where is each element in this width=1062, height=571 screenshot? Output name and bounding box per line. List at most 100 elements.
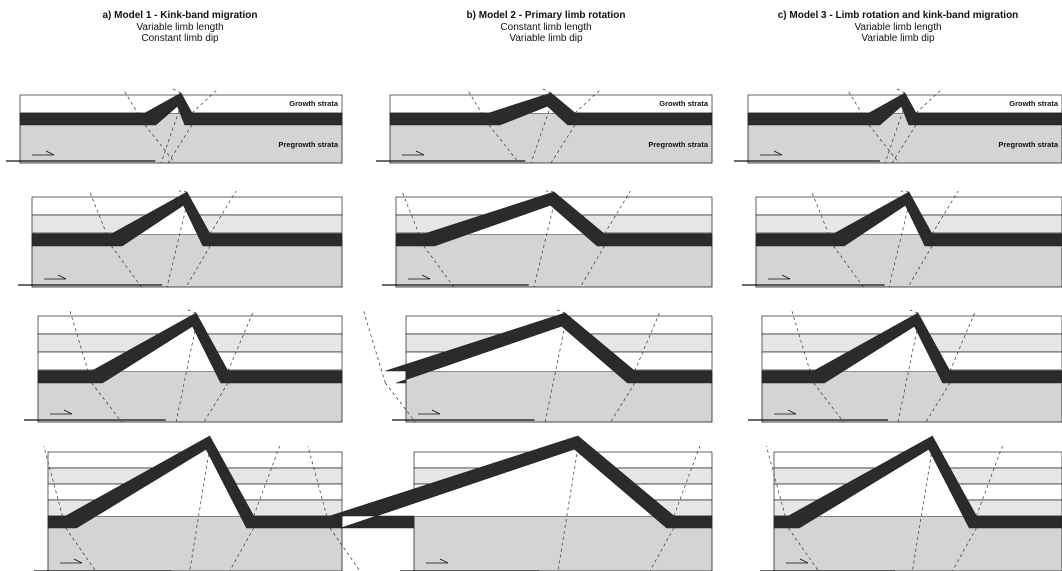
axial-surface-line [545,190,555,193]
axial-surface-line [884,104,906,164]
axial-surface-line [900,190,910,193]
model-2-heading: b) Model 2 - Primary limb rotation Const… [376,10,716,45]
fault-slip-arrow-icon [786,558,809,564]
axial-surface-line [43,445,67,529]
fault-slip-arrow-icon [44,274,67,280]
axial-surface-line [189,447,211,571]
model-3-heading: c) Model 3 - Limb rotation and kink-band… [728,10,1062,45]
competent-bed [31,191,343,247]
axial-surface-line [466,88,490,126]
competent-bed [747,92,1062,126]
axial-surface-line [69,309,93,384]
axial-surface-line [167,124,193,164]
axial-surface-line [557,447,579,571]
fault-slip-arrow-icon [32,150,55,156]
axial-surface-line [203,382,229,423]
growth-strata-label: Growth strata [1009,99,1059,108]
slip-arrow-shaft [60,558,83,564]
axial-surface-line [533,203,555,288]
axial-surface-line [604,190,631,235]
fault-slip-arrow-icon [50,409,73,415]
axial-surface-line [542,88,552,94]
fault-slip-arrow-icon [760,150,783,156]
model-3-stage-4-panel [760,435,1062,571]
axial-surface-line [65,527,96,571]
fault-slip-arrow-icon [60,558,83,564]
axial-surface-line [111,245,142,288]
axial-surface-line [362,309,386,384]
axial-surface-line [172,88,182,94]
axial-surface-line [91,382,122,423]
model-1-stage-4-panel [34,435,343,571]
model-2-stage-3-panel [362,309,713,423]
axial-surface-line [253,445,281,517]
axial-surface-line [569,435,579,447]
axial-surface-line [160,104,182,164]
axial-surface-line [227,309,255,372]
axial-surface-line [187,309,197,314]
axial-surface-line [813,382,844,423]
model-3-stage-2-panel [742,190,1062,288]
model-1-stage-1-panel [6,88,343,164]
axial-surface-line [166,203,188,288]
model-1-stage-2-panel [18,190,343,288]
axial-surface-line [811,190,834,247]
model-3-subtitle-limb-length: Variable limb length [854,21,942,33]
axial-surface-line [89,190,112,247]
pregrowth-strata-fill [413,515,713,571]
axial-surface-line [952,527,977,571]
slip-arrow-shaft [768,274,791,280]
slip-arrow-shaft [418,409,441,415]
axial-surface-line [423,245,455,288]
model-3-title: c) Model 3 - Limb rotation and kink-band… [777,10,1019,21]
growth-strata-label: Growth strata [289,99,339,108]
slip-arrow-shaft [50,409,73,415]
slip-arrow-shaft [774,409,797,415]
model-1-subtitle-limb-dip: Constant limb dip [141,33,219,44]
axial-surface-line [833,245,864,288]
fault-slip-arrow-icon [426,558,449,564]
slip-arrow-shaft [760,150,783,156]
axial-surface-line [556,309,566,314]
pregrowth-strata-label: Pregrowth strata [278,140,338,149]
axial-surface-line [888,203,910,288]
axial-surface-line [185,245,211,288]
axial-surface-line [868,124,900,164]
axial-surface-line [896,88,906,94]
model-2-stage-4-panel [307,435,713,571]
axial-surface-line [949,309,977,372]
pregrowth-strata-label: Pregrowth strata [998,140,1058,149]
axial-surface-line [175,324,197,423]
fault-slip-arrow-icon [418,409,441,415]
axial-surface-line [931,190,959,235]
axial-surface-line [385,382,416,423]
axial-surface-line [488,124,520,164]
pregrowth-strata-label: Pregrowth strata [648,140,708,149]
axial-surface-line [229,527,255,571]
model-1-stage-3-panel [24,309,343,423]
axial-surface-line [610,382,636,423]
competent-bed [19,92,343,126]
model-3-stage-1-panel [734,88,1062,164]
axial-surface-line [144,124,176,164]
model-3-subtitle-limb-dip: Variable limb dip [861,33,935,44]
slip-arrow-shaft [402,150,425,156]
axial-surface-line [634,309,662,372]
model-1-subtitle-limb-length: Variable limb length [136,21,224,33]
axial-surface-line [673,445,701,517]
axial-surface-line [122,88,146,126]
axial-surface-line [307,445,331,529]
axial-surface-line [766,445,789,529]
model-2-stage-2-panel [382,190,713,288]
model-2-title: b) Model 2 - Primary limb rotation [466,10,626,21]
fault-slip-arrow-icon [768,274,791,280]
axial-surface-line [401,190,425,247]
model-2-subtitle-limb-length: Constant limb length [500,21,592,33]
axial-surface-line [544,324,566,423]
axial-surface-line [897,324,919,423]
competent-bed [761,312,1062,384]
axial-surface-line [907,245,933,288]
axial-surface-line [201,435,210,447]
model-2-subtitle-limb-dip: Variable limb dip [509,33,583,44]
